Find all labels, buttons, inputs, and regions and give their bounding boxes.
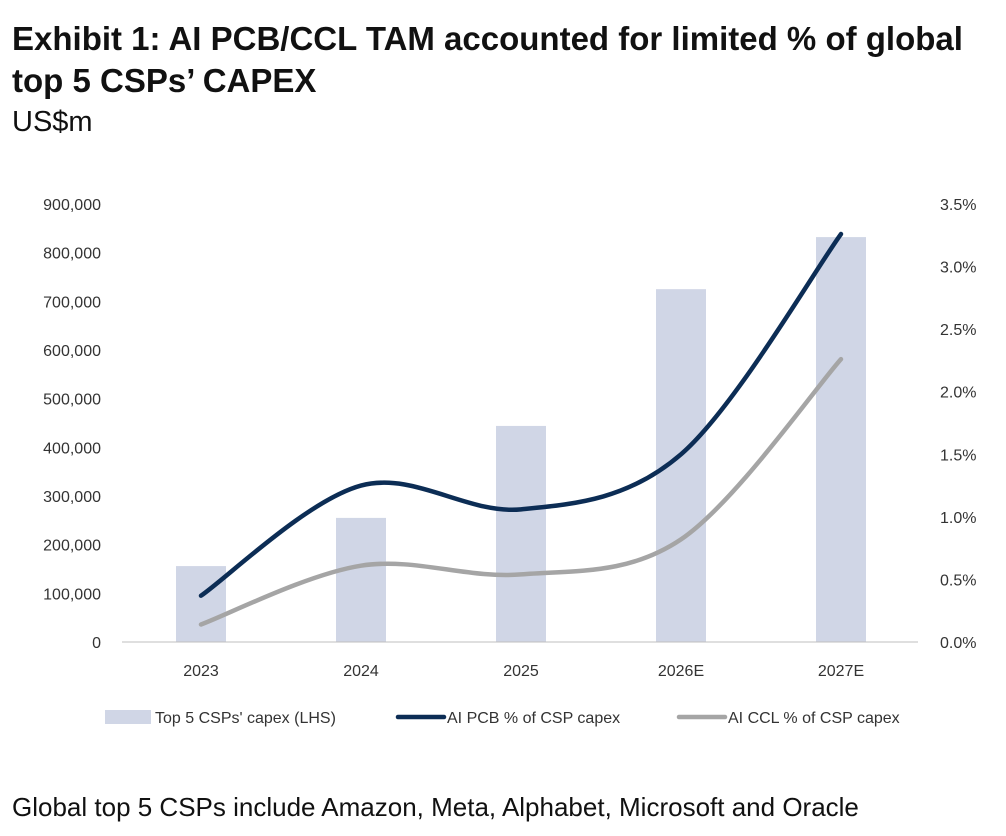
exhibit: Exhibit 1: AI PCB/CCL TAM accounted for … bbox=[0, 0, 1006, 836]
bar bbox=[336, 518, 386, 642]
left-tick-label: 300,000 bbox=[43, 489, 101, 506]
bar bbox=[496, 426, 546, 642]
chart: 0 100,000 200,000 300,000 400,000 500,000 600,… bbox=[0, 0, 1006, 836]
left-tick-label: 600,000 bbox=[43, 343, 101, 360]
left-tick-label: 0 bbox=[92, 635, 101, 652]
right-tick-label: 2.0% bbox=[940, 385, 976, 402]
x-tick-label: 2025 bbox=[503, 663, 539, 680]
right-tick-label: 0.5% bbox=[940, 572, 976, 589]
x-tick-label: 2026E bbox=[658, 663, 704, 680]
legend-label-pcb: AI PCB % of CSP capex bbox=[447, 710, 620, 727]
right-tick-label: 1.5% bbox=[940, 447, 976, 464]
left-tick-label: 900,000 bbox=[43, 197, 101, 214]
bar bbox=[816, 237, 866, 642]
x-tick-label: 2024 bbox=[343, 663, 379, 680]
legend-label-ccl: AI CCL % of CSP capex bbox=[728, 710, 900, 727]
right-tick-label: 2.5% bbox=[940, 322, 976, 339]
footnote: Global top 5 CSPs include Amazon, Meta, … bbox=[12, 792, 859, 823]
bar bbox=[176, 566, 226, 642]
right-tick-label: 3.5% bbox=[940, 197, 976, 214]
left-tick-label: 400,000 bbox=[43, 440, 101, 457]
left-tick-label: 500,000 bbox=[43, 392, 101, 409]
left-tick-label: 700,000 bbox=[43, 294, 101, 311]
legend-label-capex: Top 5 CSPs' capex (LHS) bbox=[155, 710, 336, 727]
x-tick-label: 2023 bbox=[183, 663, 219, 680]
right-tick-label: 0.0% bbox=[940, 635, 976, 652]
right-tick-label: 3.0% bbox=[940, 260, 976, 277]
legend-swatch-capex bbox=[105, 710, 151, 724]
x-tick-label: 2027E bbox=[818, 663, 864, 680]
left-tick-label: 100,000 bbox=[43, 586, 101, 603]
left-tick-label: 800,000 bbox=[43, 246, 101, 263]
right-tick-label: 1.0% bbox=[940, 510, 976, 527]
left-tick-label: 200,000 bbox=[43, 538, 101, 555]
